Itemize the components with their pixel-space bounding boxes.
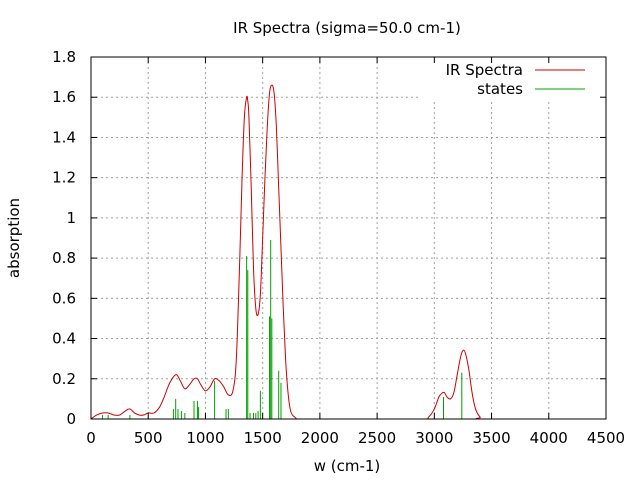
y-tick-label: 0.6 (52, 289, 76, 307)
grid (91, 57, 606, 419)
y-tick-label: 1.8 (52, 48, 76, 66)
y-tick-label: 1 (66, 209, 76, 227)
y-tick-label: 1.6 (52, 88, 76, 106)
legend-label-ir-spectra: IR Spectra (446, 61, 523, 79)
x-tick-label: 3000 (415, 429, 453, 447)
y-tick-label: 0.2 (52, 370, 76, 388)
x-tick-label: 2000 (301, 429, 339, 447)
x-tick-label: 1000 (186, 429, 224, 447)
ir-spectra-line (90, 84, 595, 420)
y-axis-label: absorption (5, 198, 23, 278)
x-tick-label: 0 (86, 429, 96, 447)
x-tick-label: 3500 (472, 429, 510, 447)
x-tick-label: 4500 (587, 429, 625, 447)
legend-label-states: states (477, 80, 523, 98)
legend: IR Spectra states (446, 61, 585, 98)
chart-title: IR Spectra (sigma=50.0 cm-1) (233, 19, 461, 37)
y-tick-label: 1.4 (52, 128, 76, 146)
x-tick-label: 2500 (358, 429, 396, 447)
x-tick-label: 500 (134, 429, 163, 447)
y-tick-label: 0 (66, 410, 76, 428)
y-tick-label: 0.8 (52, 249, 76, 267)
x-tick-label: 1500 (244, 429, 282, 447)
axis-ticks: 0 500 1000 1500 2000 2500 3000 3500 4000 4500 0 0.2… (52, 48, 625, 447)
x-tick-label: 4000 (530, 429, 568, 447)
y-tick-label: 1.2 (52, 169, 76, 187)
legend-background (420, 58, 605, 100)
plot-series (90, 84, 595, 420)
plot-frame (90, 56, 607, 420)
x-axis-label: w (cm-1) (314, 457, 381, 475)
y-tick-label: 0.4 (52, 330, 76, 348)
